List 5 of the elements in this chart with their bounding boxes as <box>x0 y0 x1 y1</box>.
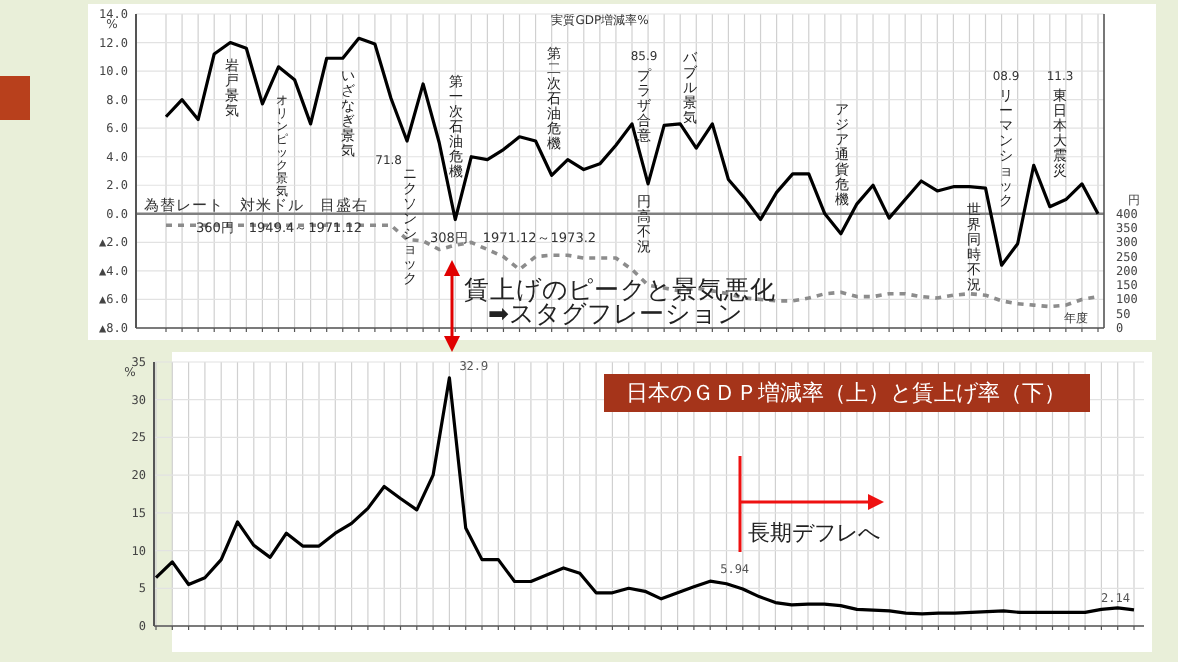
line-series <box>164 36 1100 267</box>
line-series <box>154 376 1136 616</box>
annotation: 賃上げのピークと景気悪化 <box>464 274 776 304</box>
annotation: 長期デフレへ <box>748 520 880 546</box>
text: 日本のＧＤＰ増減率（上）と賃上げ率（下） <box>626 380 1066 406</box>
